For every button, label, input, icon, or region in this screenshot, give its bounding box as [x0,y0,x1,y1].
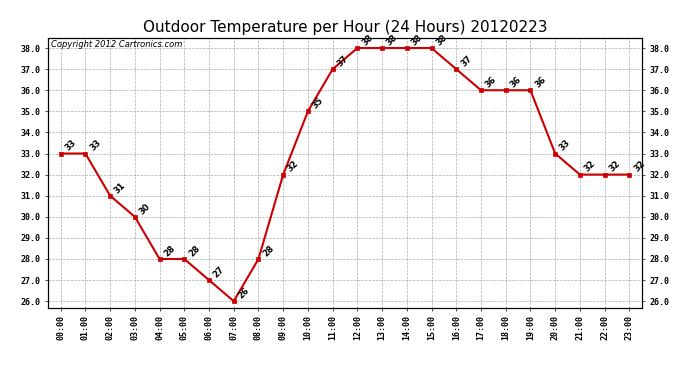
Text: 30: 30 [137,201,152,216]
Text: 37: 37 [459,54,473,68]
Text: 38: 38 [410,33,424,47]
Text: 38: 38 [434,33,448,47]
Text: 32: 32 [607,159,622,174]
Text: 36: 36 [509,75,523,90]
Text: 31: 31 [113,180,128,195]
Text: 32: 32 [286,159,301,174]
Text: 33: 33 [88,138,103,153]
Text: 33: 33 [558,138,573,153]
Text: 26: 26 [237,286,251,300]
Text: 32: 32 [632,159,647,174]
Text: Copyright 2012 Cartronics.com: Copyright 2012 Cartronics.com [51,40,183,49]
Text: 28: 28 [187,244,201,258]
Text: 27: 27 [212,265,226,279]
Text: 35: 35 [310,96,325,111]
Text: 38: 38 [360,33,375,47]
Text: 36: 36 [484,75,498,90]
Text: 38: 38 [385,33,400,47]
Text: 36: 36 [533,75,548,90]
Title: Outdoor Temperature per Hour (24 Hours) 20120223: Outdoor Temperature per Hour (24 Hours) … [143,20,547,35]
Text: 37: 37 [335,54,350,68]
Text: 32: 32 [582,159,598,174]
Text: 33: 33 [63,138,78,153]
Text: 28: 28 [162,244,177,258]
Text: 28: 28 [262,244,276,258]
